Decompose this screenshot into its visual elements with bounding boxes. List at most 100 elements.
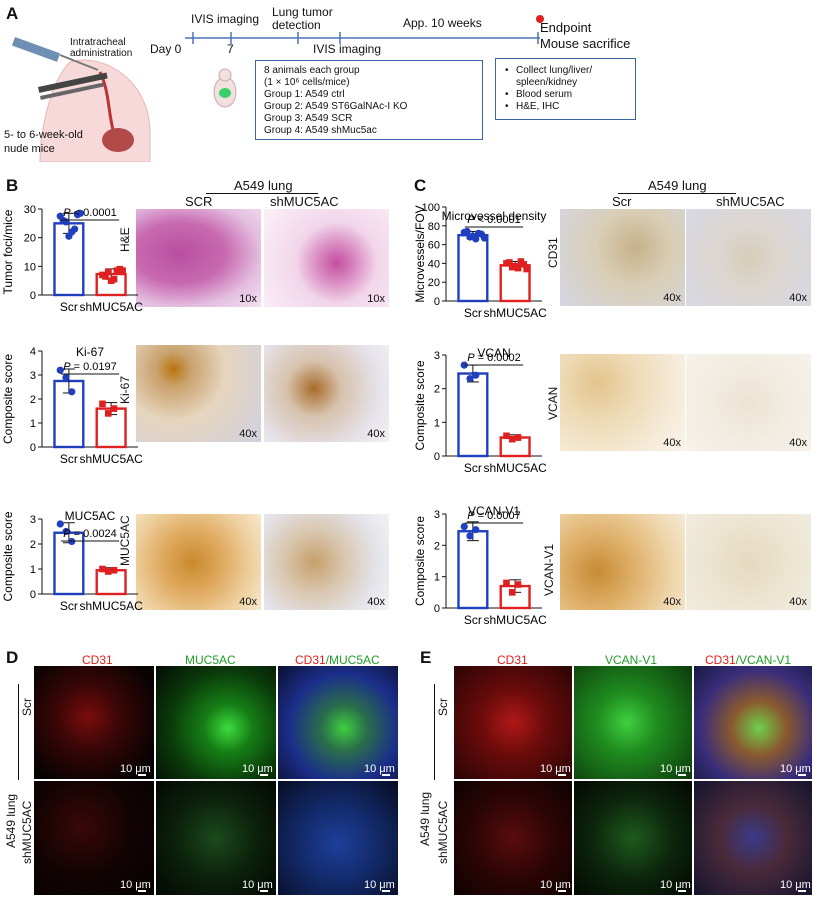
y-tick-label: 80 [428, 221, 440, 233]
d-merge-scr-image: 10 μm [278, 666, 398, 779]
y-tick-label: 1 [434, 572, 440, 584]
muc5ac-chart: 0 1 2 3 Composite score MUC5AC Scr shMUC5AC P = … [1, 509, 143, 613]
mice-label: 5- to 6-week-old nude mice [4, 129, 83, 155]
vcan-scr-image: 40x [560, 354, 685, 451]
y-tick-label: 2 [434, 540, 440, 552]
groups-line: 8 animals each group [264, 65, 360, 76]
d-muc-sh-image: 10 μm [156, 781, 276, 895]
y-tick-label: 4 [30, 346, 36, 358]
data-point [517, 258, 525, 265]
p-value-label: P = 0.0024 [63, 528, 117, 540]
p-value-label: P < 0.0001 [467, 214, 521, 226]
x-tick-label: Scr [60, 599, 78, 613]
x-tick-label: Scr [60, 300, 78, 314]
e-merge-scr-image: 10 μm [694, 666, 812, 779]
data-point [480, 234, 488, 242]
lung-detect: Lung tumor detection [272, 5, 333, 32]
chart-title: VCAN [477, 346, 510, 360]
magnification-label: 10x [367, 293, 385, 305]
e-col-vcanv1: VCAN-V1 [605, 653, 658, 667]
data-point [523, 265, 530, 273]
scale-label: 10 μm [242, 879, 273, 891]
scale-label: 10 μm [242, 763, 273, 775]
x-tick-label: shMUC5AC [483, 613, 547, 627]
data-point [472, 526, 480, 534]
x-tick-label: shMUC5AC [79, 300, 143, 314]
data-point [62, 527, 70, 536]
vcanv1-scr-image: 40x [560, 514, 685, 610]
y-tick-label: 100 [422, 202, 440, 214]
day0-label: Day 0 [150, 42, 182, 56]
e-vcanv1-scr-image: 10 μm [574, 666, 692, 779]
d-col-cd31: CD31 [82, 653, 113, 667]
scale-label: 10 μm [660, 879, 691, 891]
vcan-chart: 0 1 2 3 Composite score VCAN Scr shMUC5AC P = 0.… [413, 346, 547, 475]
sacrifice-label: Mouse sacrifice [540, 36, 631, 51]
d-col-muc: MUC5AC [185, 653, 236, 667]
panel-label-a: A [6, 4, 19, 23]
timeline [185, 32, 540, 44]
chart-title: Microvessel density [442, 209, 547, 223]
groups-line: (1 × 10⁶ cells/mice) [264, 77, 350, 88]
c-header: A549 lung [648, 178, 707, 193]
data-point [460, 522, 468, 531]
scale-bar [260, 890, 268, 892]
y-tick-label: 0 [434, 451, 440, 463]
scale-label: 10 μm [120, 763, 151, 775]
y-axis-label: Composite score [1, 354, 15, 444]
data-point [511, 262, 519, 270]
y-tick-label: 0 [30, 589, 36, 601]
data-point [460, 361, 468, 369]
d-row-scr: Scr [20, 698, 34, 716]
data-point [475, 229, 483, 237]
scale-bar [382, 774, 390, 776]
scale-bar [558, 890, 566, 892]
scale-bar [138, 774, 146, 776]
y-tick-label: 30 [24, 204, 36, 216]
scale-bar [678, 774, 686, 776]
e-col-cd31: CD31 [497, 653, 528, 667]
y-tick-label: 1 [30, 418, 36, 430]
y-tick-label: 20 [428, 277, 440, 289]
data-point [466, 532, 474, 540]
app-10-weeks: App. 10 weeks [403, 16, 482, 30]
scale-bar [138, 890, 146, 892]
scale-label: 10 μm [540, 763, 571, 775]
scale-bar [260, 774, 268, 776]
d-muc-scr-image: 10 μm [156, 666, 276, 779]
muc-scr-image: 40x [136, 514, 261, 610]
y-axis-label: Composite score [413, 516, 427, 606]
vcan-v1-chart: 0 1 2 3 Composite score VCAN-V1 Scr shMUC5AC P =… [413, 504, 547, 627]
scale-label: 10 μm [540, 879, 571, 891]
data-point [503, 579, 510, 587]
y-tick-label: 0 [30, 442, 36, 454]
panel-label-b: B [6, 176, 19, 195]
e-cd31-sh-image: 10 μm [454, 781, 572, 895]
c-col-sh: shMUC5AC [716, 194, 785, 209]
y-axis-label: Composite score [1, 511, 15, 601]
panel-label-c: C [414, 176, 427, 195]
intratracheal-illustration [11, 37, 151, 162]
magnification-label: 40x [367, 428, 385, 440]
p-value-label: P = 0.0002 [467, 352, 521, 364]
magnification-label: 40x [239, 596, 257, 608]
endpoint-dot [536, 15, 544, 23]
data-point [65, 232, 73, 240]
data-point [508, 589, 516, 596]
y-tick-label: 2 [30, 539, 36, 551]
data-point [99, 565, 106, 573]
data-point [102, 273, 109, 280]
scale-bar [678, 890, 686, 892]
data-point [99, 400, 106, 408]
chart-title: Ki-67 [76, 345, 104, 359]
scale-label: 10 μm [780, 763, 811, 775]
magnification-label: 40x [663, 596, 681, 608]
data-point [463, 227, 471, 236]
collect-line: spleen/kidney [516, 77, 578, 88]
groups-line: Group 3: A549 SCR [264, 113, 353, 124]
he-scr-image: 10x [136, 209, 261, 307]
groups-line: Group 4: A549 shMuc5ac [264, 125, 377, 136]
magnification-label: 40x [367, 596, 385, 608]
